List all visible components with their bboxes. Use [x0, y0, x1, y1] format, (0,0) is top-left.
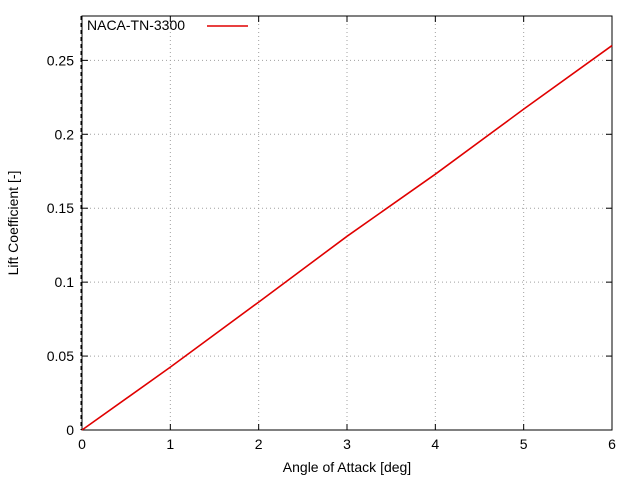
series-line-0	[81, 44, 613, 431]
x-axis-label: Angle of Attack [deg]	[283, 459, 411, 475]
x-tick-label: 5	[520, 436, 528, 452]
y-tick-labels: 0 0.05 0.1 0.15 0.2 0.25	[47, 52, 74, 438]
x-tick-label: 0	[78, 436, 86, 452]
legend-label: NACA-TN-3300	[87, 17, 185, 33]
x-tick-labels: 0 1 2 3 4 5 6	[78, 436, 616, 452]
x-tick-label: 4	[431, 436, 439, 452]
y-axis-label: Lift Coefficient [-]	[5, 171, 21, 276]
y-tick-label: 0.25	[47, 52, 74, 68]
x-tick-label: 2	[255, 436, 263, 452]
x-tick-label: 6	[608, 436, 616, 452]
series-lines	[81, 44, 613, 431]
y-tick-label: 0.15	[47, 200, 74, 216]
y-tick-label: 0.2	[55, 126, 75, 142]
x-tick-label: 1	[166, 436, 174, 452]
x-tick-label: 3	[343, 436, 351, 452]
legend: NACA-TN-3300	[87, 17, 248, 33]
grid-lines	[82, 16, 613, 430]
y-tick-label: 0	[66, 422, 74, 438]
y-tick-label: 0.05	[47, 348, 74, 364]
axis-ticks	[81, 16, 613, 431]
y-tick-label: 0.1	[55, 274, 75, 290]
